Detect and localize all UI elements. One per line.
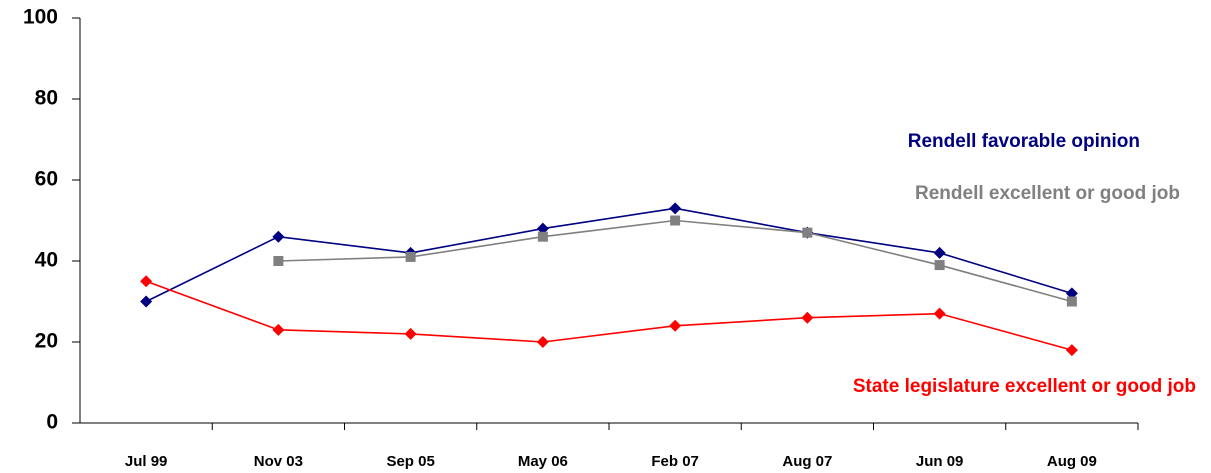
legend-label: State legislature excellent or good job — [853, 376, 1196, 397]
x-tick-label: Nov 03 — [254, 453, 303, 470]
series-line — [278, 219, 1073, 303]
point-marker — [273, 256, 284, 266]
point-marker — [536, 336, 549, 348]
point-marker — [669, 319, 682, 332]
legend-label: Rendell favorable opinion — [908, 131, 1140, 152]
point-marker — [1066, 296, 1077, 307]
point-marker — [140, 275, 153, 288]
y-tick-label: 40 — [35, 249, 58, 272]
y-tick-label: 20 — [35, 330, 58, 353]
point-marker — [1065, 287, 1078, 300]
point-marker — [1065, 344, 1078, 357]
y-tick-label: 100 — [23, 6, 58, 29]
x-tick-label: May 06 — [518, 453, 568, 470]
x-tick-label: Sep 05 — [386, 453, 434, 470]
point-marker — [272, 230, 285, 243]
series-line — [145, 280, 1073, 351]
point-marker — [536, 222, 549, 235]
legend-label: Rendell excellent or good job — [915, 183, 1180, 204]
y-tick-label: 0 — [46, 411, 58, 434]
point-marker — [802, 227, 813, 238]
x-tick-label: Aug 07 — [782, 453, 832, 470]
point-marker — [404, 327, 417, 340]
point-marker — [669, 202, 682, 215]
x-tick-label: Jul 99 — [125, 453, 168, 470]
y-tick-label: 60 — [35, 168, 58, 191]
point-marker — [933, 307, 946, 320]
point-marker — [537, 231, 548, 242]
point-marker — [934, 260, 945, 271]
y-tick-label: 80 — [35, 87, 58, 110]
x-tick-label: Feb 07 — [651, 453, 699, 470]
point-marker — [405, 251, 416, 262]
x-tick-label: Jun 09 — [916, 453, 964, 470]
point-marker — [272, 323, 285, 336]
point-marker — [140, 295, 153, 308]
point-marker — [933, 246, 946, 259]
series-line — [145, 207, 1073, 303]
point-marker — [670, 215, 681, 226]
point-marker — [801, 311, 814, 324]
x-tick-label: Aug 09 — [1047, 453, 1097, 470]
